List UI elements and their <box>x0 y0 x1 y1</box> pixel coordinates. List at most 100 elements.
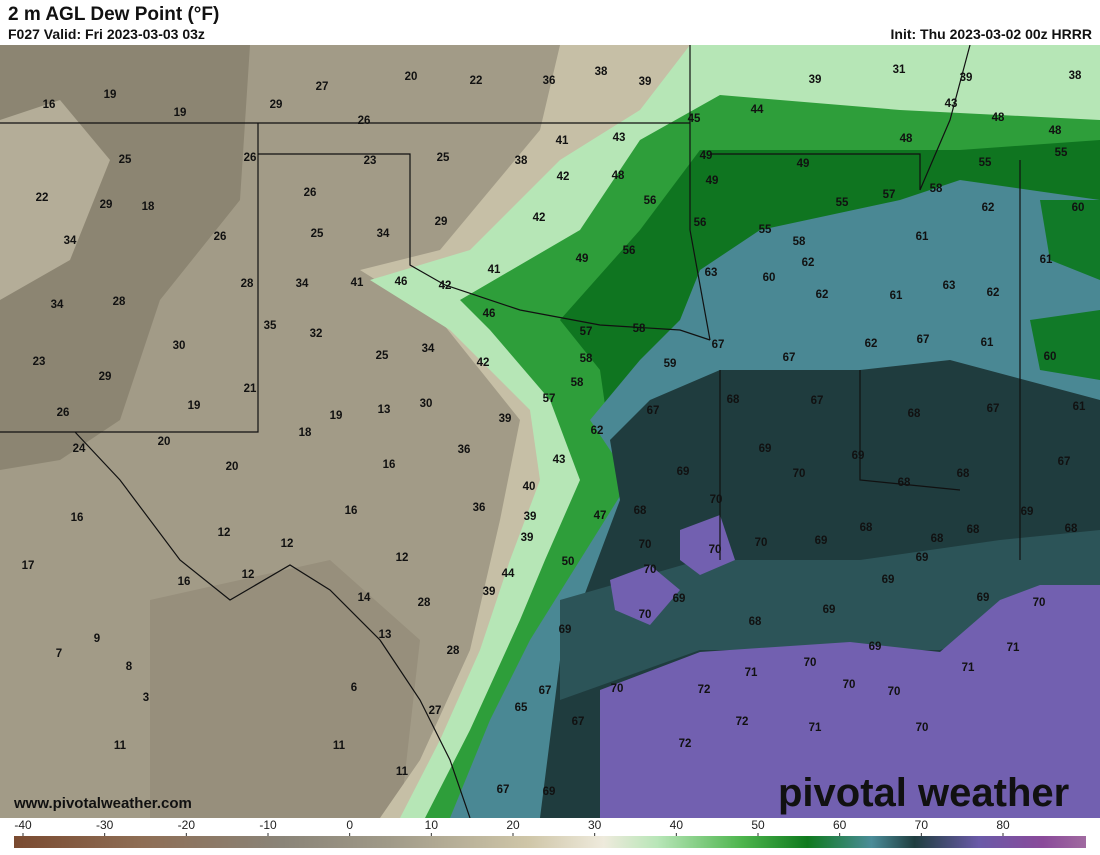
source-url: www.pivotalweather.com <box>13 795 192 812</box>
dew-point-label: 25 <box>376 350 389 362</box>
dew-point-label: 68 <box>898 477 911 489</box>
dew-point-label: 63 <box>705 267 718 279</box>
dew-point-label: 28 <box>418 597 431 609</box>
dew-point-label: 56 <box>644 195 657 207</box>
dew-point-label: 30 <box>420 398 433 410</box>
dew-point-label: 36 <box>543 75 556 87</box>
dew-point-label: 60 <box>763 272 776 284</box>
dew-point-label: 48 <box>1049 125 1062 137</box>
dew-point-label: 69 <box>823 604 836 616</box>
dew-point-label: 62 <box>591 425 604 437</box>
dew-point-label: 46 <box>483 308 496 320</box>
colorbar-tick-label: -20 <box>178 818 196 832</box>
dew-point-label: 72 <box>736 716 749 728</box>
dew-point-label: 12 <box>396 552 409 564</box>
colorbar-tick-label: 40 <box>670 818 684 832</box>
dew-point-label: 61 <box>981 337 994 349</box>
dew-point-label: 57 <box>543 393 556 405</box>
dew-point-label: 16 <box>71 512 84 524</box>
dew-point-label: 56 <box>623 245 636 257</box>
dew-point-label: 39 <box>521 532 534 544</box>
dew-point-label: 69 <box>759 443 772 455</box>
dew-point-label: 20 <box>158 436 171 448</box>
dew-point-label: 43 <box>613 132 626 144</box>
dew-point-label: 71 <box>962 662 975 674</box>
dew-point-label: 61 <box>916 231 929 243</box>
colorbar-tick-label: 10 <box>425 818 439 832</box>
dew-point-label: 58 <box>793 236 806 248</box>
dew-point-label: 61 <box>1073 401 1086 413</box>
dew-point-label: 69 <box>869 641 882 653</box>
dew-point-label: 43 <box>553 454 566 466</box>
dew-point-label: 39 <box>483 586 496 598</box>
dew-point-label: 70 <box>888 686 901 698</box>
dew-point-label: 55 <box>1055 147 1068 159</box>
dew-point-label: 58 <box>633 323 646 335</box>
dew-point-label: 67 <box>783 352 796 364</box>
dew-point-label: 68 <box>957 468 970 480</box>
dew-point-label: 3 <box>143 692 149 704</box>
dew-point-label: 23 <box>33 356 46 368</box>
dew-point-label: 29 <box>270 99 283 111</box>
dew-point-label: 62 <box>802 257 815 269</box>
dew-point-label: 6 <box>351 682 357 694</box>
dew-point-label: 69 <box>673 593 686 605</box>
dew-point-label: 36 <box>458 444 471 456</box>
dew-point-label: 68 <box>1065 523 1078 535</box>
dew-point-label: 38 <box>1069 70 1082 82</box>
dew-point-label: 68 <box>908 408 921 420</box>
dew-point-label: 13 <box>379 629 392 641</box>
dew-point-label: 61 <box>890 290 903 302</box>
dew-point-label: 27 <box>429 705 442 717</box>
dew-point-label: 12 <box>281 538 294 550</box>
colorbar-tick-label: -40 <box>14 818 32 832</box>
dew-point-label: 67 <box>497 784 510 796</box>
dew-point-label: 13 <box>378 404 391 416</box>
dew-point-label: 49 <box>700 150 713 162</box>
dew-point-label: 68 <box>931 533 944 545</box>
dew-point-label: 11 <box>114 740 127 752</box>
dew-point-label: 34 <box>377 228 390 240</box>
dew-point-label: 22 <box>470 75 483 87</box>
dew-point-label: 19 <box>104 89 117 101</box>
dew-point-label: 34 <box>422 343 435 355</box>
dew-point-label: 67 <box>987 403 1000 415</box>
dew-point-label: 67 <box>572 716 585 728</box>
dew-point-label: 25 <box>437 152 450 164</box>
dew-point-label: 55 <box>979 157 992 169</box>
dew-point-label: 16 <box>43 99 56 111</box>
dew-point-label: 56 <box>694 217 707 229</box>
dew-point-label: 38 <box>595 66 608 78</box>
dew-point-label: 62 <box>816 289 829 301</box>
dew-point-label: 67 <box>917 334 930 346</box>
dew-point-label: 26 <box>304 187 317 199</box>
dew-point-label: 62 <box>987 287 1000 299</box>
dew-point-label: 16 <box>345 505 358 517</box>
dew-point-label: 40 <box>523 481 536 493</box>
dew-point-label: 69 <box>543 786 556 798</box>
dew-point-label: 39 <box>809 74 822 86</box>
colorbar-tick-label: 80 <box>996 818 1010 832</box>
dew-point-label: 39 <box>639 76 652 88</box>
dew-point-label: 20 <box>226 461 239 473</box>
dew-point-label: 42 <box>477 357 490 369</box>
dew-point-label: 30 <box>173 340 186 352</box>
dew-point-label: 68 <box>967 524 980 536</box>
dew-point-label: 27 <box>316 81 329 93</box>
dew-point-label: 69 <box>882 574 895 586</box>
dew-point-label: 26 <box>57 407 70 419</box>
dew-point-label: 26 <box>358 115 371 127</box>
dew-point-label: 8 <box>126 661 133 673</box>
dew-point-label: 67 <box>712 339 725 351</box>
dew-point-label: 44 <box>751 104 764 116</box>
dew-point-label: 11 <box>396 766 409 778</box>
dew-point-label: 48 <box>992 112 1005 124</box>
dew-point-label: 14 <box>358 592 371 604</box>
dew-point-label: 60 <box>1072 202 1085 214</box>
dew-point-label: 29 <box>99 371 112 383</box>
dew-point-label: 62 <box>982 202 995 214</box>
dew-point-label: 39 <box>499 413 512 425</box>
dew-point-label: 48 <box>900 133 913 145</box>
dew-point-label: 59 <box>664 358 677 370</box>
